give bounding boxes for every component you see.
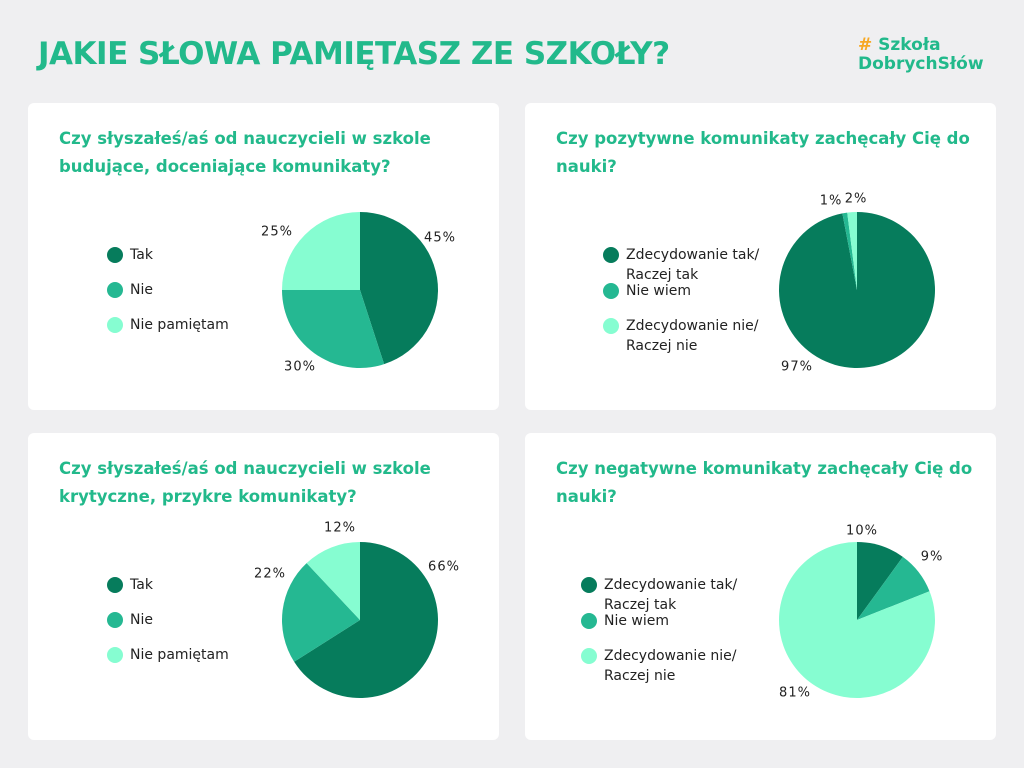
pie-slice <box>294 542 438 698</box>
data-label: 30% <box>284 359 316 375</box>
pie-chart <box>779 212 935 368</box>
pie-slice <box>306 542 360 620</box>
pie-slice <box>282 212 360 290</box>
pie-chart <box>282 212 438 368</box>
chart-title: Czy słyszałeś/aś od nauczycieli w szkole… <box>59 129 431 176</box>
logo-line1: Szkoła <box>878 35 941 55</box>
chart-card-2: Czy pozytywne komunikaty zachęcały Cię d… <box>525 103 996 410</box>
logo: # Szkoła DobrychSłów <box>858 36 984 74</box>
legend-swatch <box>107 317 123 333</box>
legend-item: Zdecydowanie nie/ Raczej nie <box>603 316 778 356</box>
pie-slice <box>857 556 930 620</box>
legend-label: Nie pamiętam <box>130 647 229 663</box>
chart-title: Czy negatywne komunikaty zachęcały Cię d… <box>556 459 973 506</box>
legend-swatch <box>107 647 123 663</box>
legend-item: Zdecydowanie nie/ Raczej nie <box>581 646 756 686</box>
data-label: 12% <box>324 520 356 536</box>
legend-swatch <box>603 318 619 334</box>
legend-swatch <box>581 613 597 629</box>
legend-swatch <box>107 577 123 593</box>
chart-card-3: Czy słyszałeś/aś od nauczycieli w szkole… <box>28 433 499 740</box>
logo-hash: # <box>858 35 873 55</box>
legend-item: Nie wiem <box>581 611 756 631</box>
legend-item: Nie <box>107 280 153 300</box>
page-title: JAKIE SŁOWA PAMIĘTASZ ZE SZKOŁY? <box>38 36 670 72</box>
legend-label: Nie wiem <box>626 283 692 299</box>
pie-slice <box>842 212 857 290</box>
legend-label: Zdecydowanie nie/ Raczej nie <box>626 318 759 354</box>
legend-item: Tak <box>107 575 153 595</box>
chart-card-1: Czy słyszałeś/aś od nauczycieli w szkole… <box>28 103 499 410</box>
data-label: 45% <box>424 230 456 246</box>
legend-item: Nie pamiętam <box>107 315 229 335</box>
data-label: 1% <box>819 193 843 209</box>
chart-card-4: Czy negatywne komunikaty zachęcały Cię d… <box>525 433 996 740</box>
data-label: 22% <box>254 566 286 582</box>
data-label: 9% <box>920 549 944 565</box>
legend-label: Zdecydowanie tak/ Raczej tak <box>604 577 738 613</box>
legend-item: Nie <box>107 610 153 630</box>
pie-chart <box>779 542 935 698</box>
data-label: 10% <box>846 523 878 539</box>
data-label: 66% <box>428 559 460 575</box>
legend-label: Zdecydowanie tak/ Raczej tak <box>626 247 760 283</box>
legend-label: Nie wiem <box>604 613 670 629</box>
pie-slice <box>847 212 857 290</box>
chart-title: Czy pozytywne komunikaty zachęcały Cię d… <box>556 129 970 176</box>
legend-label: Nie pamiętam <box>130 317 229 333</box>
legend-swatch <box>581 577 597 593</box>
legend-label: Zdecydowanie nie/ Raczej nie <box>604 648 737 684</box>
pie-chart <box>282 542 438 698</box>
chart-title: Czy słyszałeś/aś od nauczycieli w szkole… <box>59 459 431 506</box>
legend-item: Zdecydowanie tak/ Raczej tak <box>581 575 756 615</box>
legend-item: Zdecydowanie tak/ Raczej tak <box>603 245 778 285</box>
legend-label: Nie <box>130 282 153 298</box>
legend-item: Tak <box>107 245 153 265</box>
pie-slice <box>360 212 438 365</box>
legend-swatch <box>107 612 123 628</box>
pie-slice <box>779 542 935 698</box>
legend-swatch <box>603 247 619 263</box>
legend-label: Tak <box>130 247 153 263</box>
legend-item: Nie wiem <box>603 281 778 301</box>
logo-line2: DobrychSłów <box>858 54 984 74</box>
legend-label: Nie <box>130 612 153 628</box>
data-label: 81% <box>779 685 811 701</box>
legend-swatch <box>581 648 597 664</box>
data-label: 97% <box>781 359 813 375</box>
data-label: 2% <box>844 191 868 207</box>
legend-swatch <box>603 283 619 299</box>
pie-slice <box>282 290 385 368</box>
legend-swatch <box>107 247 123 263</box>
data-label: 25% <box>261 224 293 240</box>
legend-label: Tak <box>130 577 153 593</box>
legend-item: Nie pamiętam <box>107 645 229 665</box>
pie-slice <box>857 542 903 620</box>
pie-slice <box>282 563 360 662</box>
legend-swatch <box>107 282 123 298</box>
